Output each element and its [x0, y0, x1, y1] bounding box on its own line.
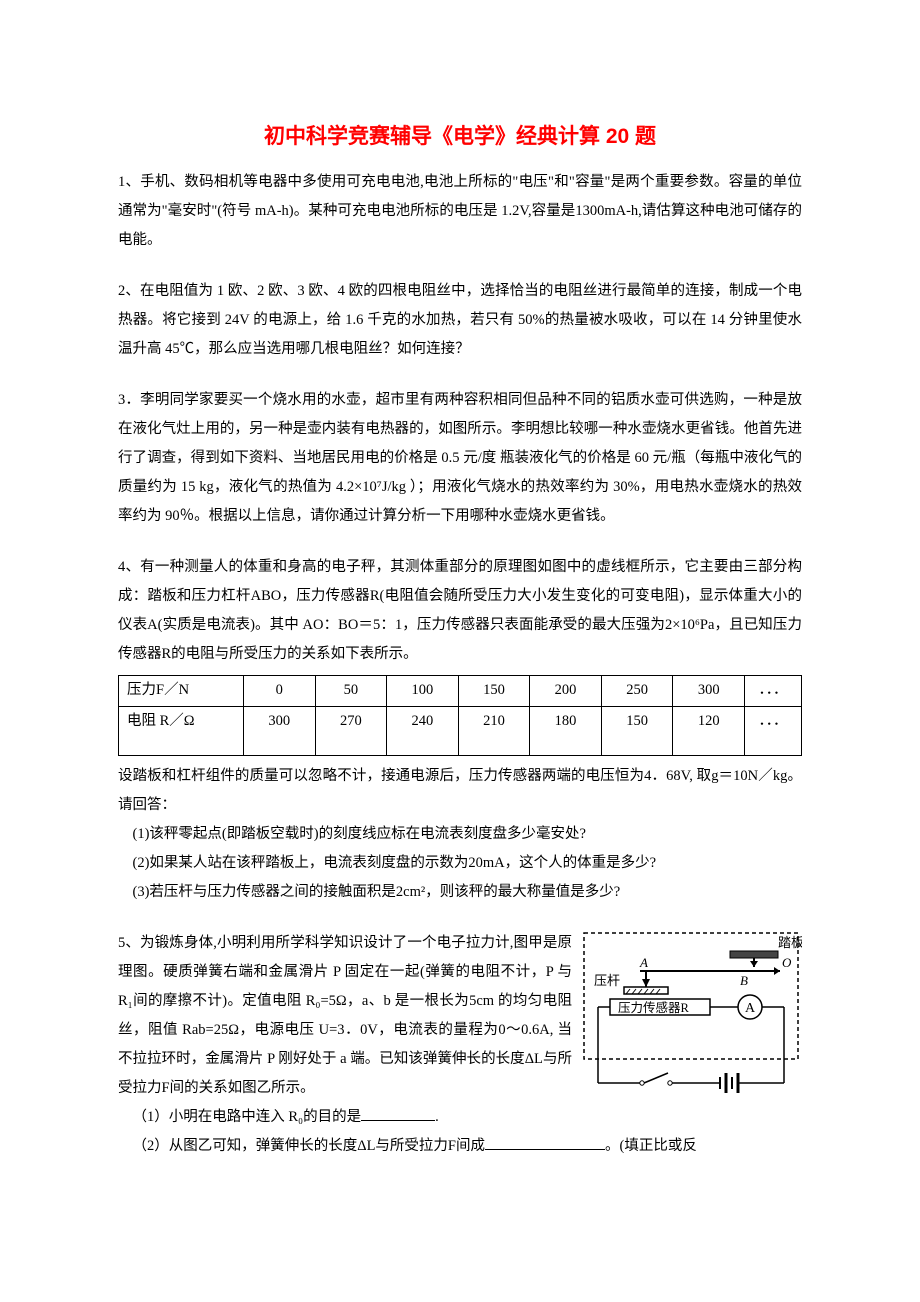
table-row: 电阻 R／Ω 300 270 240 210 180 150 120 ．．． [119, 706, 802, 755]
q3-text: 3．李明同学家要买一个烧水用的水壶，超市里有两种容积相同但品种不同的铝质水壶可供… [118, 386, 802, 531]
blank-1 [361, 1105, 435, 1121]
label-O: O [782, 955, 792, 970]
q5-text-col: 5、为锻炼身体,小明利用所学科学知识设计了一个电子拉力计,图甲是原理图。硬质弹簧… [118, 929, 572, 1103]
page: 初中科学竞赛辅导《电学》经典计算 20 题 1、手机、数码相机等电器中多使用可充… [0, 0, 920, 1221]
td: 100 [387, 676, 459, 707]
blank-2 [485, 1134, 605, 1150]
th-resistance: 电阻 R／Ω [119, 706, 244, 755]
q1-text: 1、手机、数码相机等电器中多使用可充电电池,电池上所标的"电压"和"容量"是两个… [118, 168, 802, 255]
q5-sub2: （2）从图乙可知，弹簧伸长的长度ΔL与所受拉力F间成 。(填正比或反 [118, 1132, 802, 1161]
q4-intro: 4、有一种测量人的体重和身高的电子秤，其测体重部分的原理图如图中的虚线框所示，它… [118, 553, 802, 669]
question-1: 1、手机、数码相机等电器中多使用可充电电池,电池上所标的"电压"和"容量"是两个… [118, 168, 802, 255]
td: 240 [387, 706, 459, 755]
td: 150 [458, 676, 530, 707]
page-title: 初中科学竞赛辅导《电学》经典计算 20 题 [118, 120, 802, 150]
q4-figure: 踏板 A B O 压杆 压力传感器R A [580, 929, 802, 1099]
td: 300 [244, 706, 316, 755]
label-yagan: 压杆 [594, 973, 620, 988]
td: 150 [601, 706, 673, 755]
q4-sub2: (2)如果某人站在该秤踏板上，电流表刻度盘的示数为20mA，这个人的体重是多少? [118, 849, 802, 878]
question-2: 2、在电阻值为 1 欧、2 欧、3 欧、4 欧的四根电阻丝中，选择恰当的电阻丝进… [118, 277, 802, 364]
td: 250 [601, 676, 673, 707]
td: 50 [315, 676, 387, 707]
q4-sub1: (1)该秤零起点(即踏板空载时)的刻度线应标在电流表刻度盘多少毫安处? [118, 820, 802, 849]
td-dots: ．．． [745, 676, 802, 707]
label-B: B [740, 973, 748, 988]
td: 180 [530, 706, 602, 755]
td: 200 [530, 676, 602, 707]
label-A: A [639, 955, 648, 970]
label-taban: 踏板 [778, 935, 802, 950]
q5-main: 5、为锻炼身体,小明利用所学科学知识设计了一个电子拉力计,图甲是原理图。硬质弹簧… [118, 929, 572, 1103]
table-row: 压力F／N 0 50 100 150 200 250 300 ．．． [119, 676, 802, 707]
td: 120 [673, 706, 745, 755]
td: 0 [244, 676, 316, 707]
label-sensor: 压力传感器R [618, 1000, 690, 1015]
q5-sub1-b: . [435, 1109, 439, 1125]
q5-sub2-a: （2）从图乙可知，弹簧伸长的长度ΔL与所受拉力F间成 [133, 1138, 486, 1154]
meter-A: A [745, 1001, 756, 1016]
q4-table: 压力F／N 0 50 100 150 200 250 300 ．．． 电阻 R／… [118, 675, 802, 756]
q4-after: 设踏板和杠杆组件的质量可以忽略不计，接通电源后，压力传感器两端的电压恒为4．68… [118, 762, 802, 820]
th-force: 压力F／N [119, 676, 244, 707]
q5-sub1-a: （1）小明在电路中连入 R₀的目的是 [133, 1109, 362, 1125]
question-3: 3．李明同学家要买一个烧水用的水壶，超市里有两种容积相同但品种不同的铝质水壶可供… [118, 386, 802, 531]
question-5-row: 5、为锻炼身体,小明利用所学科学知识设计了一个电子拉力计,图甲是原理图。硬质弹簧… [118, 929, 802, 1103]
q5-sub2-b: 。(填正比或反 [605, 1138, 697, 1154]
q2-text: 2、在电阻值为 1 欧、2 欧、3 欧、4 欧的四根电阻丝中，选择恰当的电阻丝进… [118, 277, 802, 364]
q4-sub3: (3)若压杆与压力传感器之间的接触面积是2cm²，则该秤的最大称量值是多少? [118, 878, 802, 907]
td: 210 [458, 706, 530, 755]
circuit-diagram-icon: 踏板 A B O 压杆 压力传感器R A [580, 929, 802, 1099]
question-4: 4、有一种测量人的体重和身高的电子秤，其测体重部分的原理图如图中的虚线框所示，它… [118, 553, 802, 669]
td-dots: ．．． [745, 706, 802, 755]
td: 270 [315, 706, 387, 755]
q5-sub1: （1）小明在电路中连入 R₀的目的是. [118, 1103, 802, 1132]
td: 300 [673, 676, 745, 707]
